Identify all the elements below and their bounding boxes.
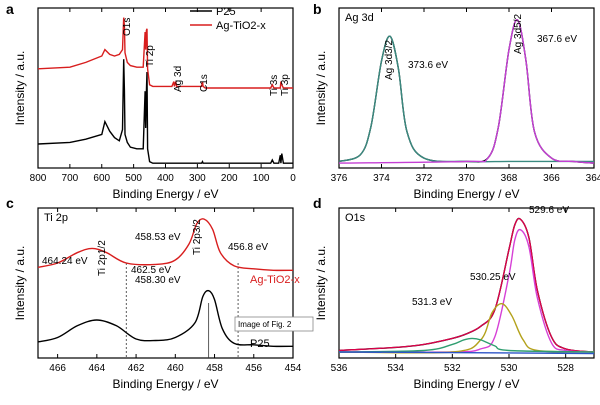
x-tick-label: 454 <box>285 363 302 374</box>
x-tick-label: 800 <box>30 173 47 184</box>
x-tick-label: 376 <box>331 173 348 184</box>
annotation-label: Ti 2p3/2 <box>192 219 203 255</box>
x-tick-label: 458 <box>206 363 223 374</box>
annotation-label: 458.30 eV <box>135 275 181 286</box>
legend-label: P25 <box>216 6 236 18</box>
legend-label: Ag-TiO2-x <box>216 20 266 32</box>
x-tick-label: 366 <box>543 173 560 184</box>
annotation-label: C1s <box>199 74 210 92</box>
x-tick-label: 368 <box>501 173 518 184</box>
x-tick-label: 530 <box>501 363 518 374</box>
panel-title: O1s <box>345 212 366 224</box>
x-tick-label: 460 <box>167 363 184 374</box>
x-axis-label: Binding Energy / eV <box>112 187 218 201</box>
series-line-1 <box>37 289 294 348</box>
x-tick-label: 456 <box>245 363 262 374</box>
series-line-2 <box>338 19 595 164</box>
y-axis-label: Intensity / a.u. <box>13 246 27 321</box>
x-tick-label: 374 <box>373 173 390 184</box>
series-line-5 <box>338 351 595 355</box>
legend-label: Ag-TiO2-x <box>250 274 300 286</box>
panel-title: Ti 2p <box>44 212 68 224</box>
annotation-label: Ti 3s <box>269 75 280 96</box>
series-line-0 <box>37 218 294 272</box>
annotation-label: 462.5 eV <box>131 265 171 276</box>
panel-letter: d <box>313 195 322 211</box>
x-axis-label: Binding Energy / eV <box>413 377 519 391</box>
x-tick-label: 370 <box>458 173 475 184</box>
x-tick-label: 300 <box>189 173 206 184</box>
annotation-label: Ag 3d3/2 <box>384 40 395 80</box>
x-tick-label: 462 <box>128 363 145 374</box>
annotation-label: 456.8 eV <box>228 242 268 253</box>
panel-c: c Ti 2p 466 464 462 460 458 456 454 Binding Energ… <box>6 195 314 391</box>
x-tick-label: 0 <box>290 173 296 184</box>
x-axis-label: Binding Energy / eV <box>112 377 218 391</box>
y-axis-label: Intensity / a.u. <box>13 51 27 126</box>
panel-title: Ag 3d <box>345 12 374 24</box>
annotation-label: 367.6 eV <box>537 34 577 45</box>
annotation-label: Ti 2p1/2 <box>97 240 108 276</box>
series-line-1 <box>338 35 594 163</box>
series-line-1 <box>338 217 595 353</box>
x-tick-label: 528 <box>557 363 574 374</box>
annotation-label: 373.6 eV <box>408 60 448 71</box>
panel-letter: a <box>6 1 14 17</box>
annotation-label: 464.24 eV <box>42 256 88 267</box>
series-line-0 <box>338 217 595 353</box>
annotation-label: Ti 3p <box>280 74 291 96</box>
x-tick-label: 372 <box>416 173 433 184</box>
x-tick-label: 364 <box>586 173 600 184</box>
series-line-2 <box>338 228 595 353</box>
y-axis-label: Intensity / a.u. <box>314 51 328 126</box>
plot-frame <box>37 207 294 359</box>
plot-frame <box>338 207 595 359</box>
x-tick-label: 466 <box>49 363 66 374</box>
x-tick-label: 464 <box>89 363 106 374</box>
panel-a: a 800 700 600 500 400 300 200 100 0 Binding Energy… <box>6 1 296 201</box>
annotation-label: 530.25 eV <box>470 272 516 283</box>
x-tick-label: 600 <box>93 173 110 184</box>
annotation-label: Ag 3d5/2 <box>513 14 524 54</box>
annotation-box <box>234 316 314 332</box>
panel-letter: b <box>313 1 322 17</box>
x-tick-label: 100 <box>253 173 270 184</box>
x-tick-label: 536 <box>331 363 348 374</box>
x-tick-label: 534 <box>387 363 404 374</box>
x-axis-label: Binding Energy / eV <box>413 187 519 201</box>
x-tick-label: 500 <box>125 173 142 184</box>
annotation-label: Ag 3d <box>173 66 184 92</box>
annotation-label: Image of Fig. 2 <box>238 320 292 329</box>
x-tick-label: 532 <box>444 363 461 374</box>
annotation-label: 458.53 eV <box>135 232 181 243</box>
series-line-3 <box>338 302 595 354</box>
x-tick-label: 700 <box>62 173 79 184</box>
y-axis-label: Intensity / a.u. <box>314 246 328 321</box>
annotation-label: 529.6 eV <box>529 205 569 216</box>
annotation-label: Ti 2p <box>145 45 156 67</box>
legend-label: P25 <box>250 338 270 350</box>
series-line-1 <box>37 17 293 89</box>
series-line-0 <box>37 59 293 164</box>
panel-letter: c <box>6 195 14 211</box>
x-tick-label: 200 <box>221 173 238 184</box>
annotation-label: 531.3 eV <box>412 297 452 308</box>
x-tick-label: 400 <box>157 173 174 184</box>
panel-d: d O1s 536 534 532 530 528 Binding Energy / eV In… <box>313 195 595 391</box>
annotation-label: O1s <box>122 18 133 36</box>
panel-b: b Ag 3d 376 374 372 370 368 366 364 Binding Energ… <box>313 1 600 201</box>
series-line-4 <box>338 337 595 353</box>
